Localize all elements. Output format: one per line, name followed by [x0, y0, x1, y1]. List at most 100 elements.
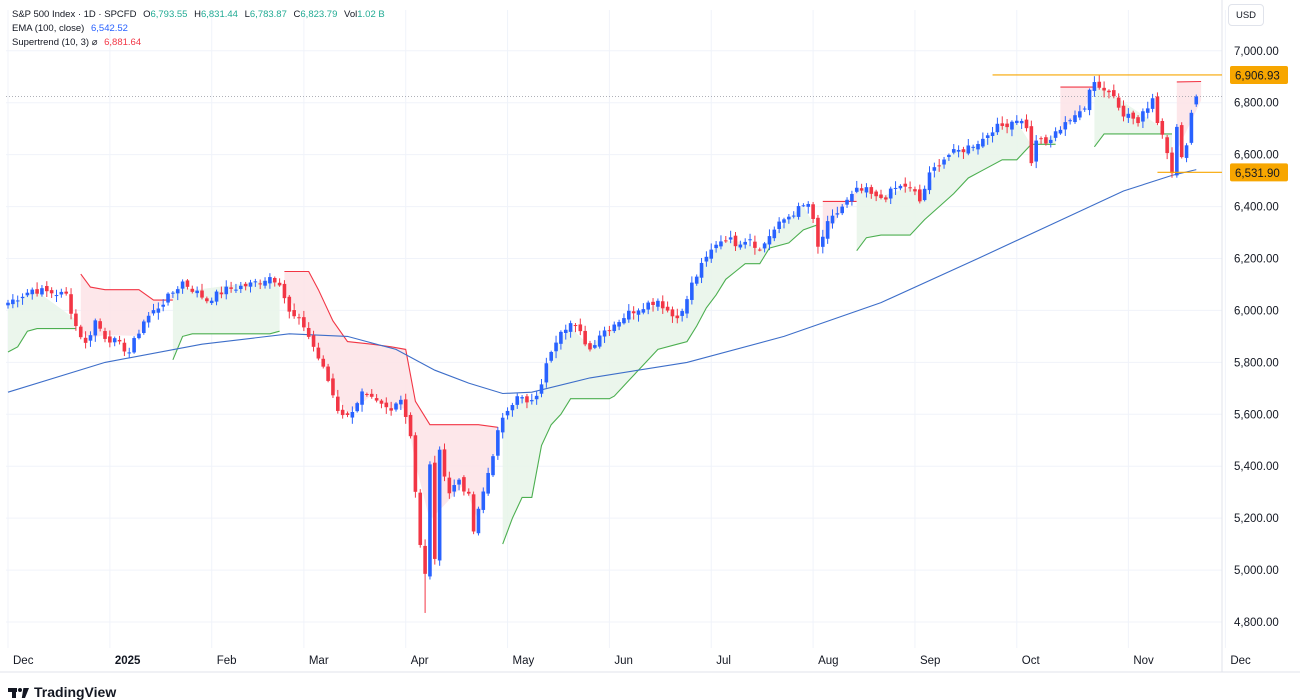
candle [869, 184, 874, 199]
candle-body [78, 326, 83, 338]
currency-button[interactable]: USD [1228, 4, 1264, 26]
candle-body [743, 241, 747, 245]
candle [331, 373, 335, 399]
candle [74, 309, 78, 331]
supertrend-fill-up [8, 291, 76, 352]
candle-body [888, 188, 893, 199]
candle [549, 350, 553, 363]
candle-body [869, 187, 874, 194]
candle-body [20, 296, 25, 299]
candle [365, 392, 369, 397]
candle [496, 427, 500, 460]
ema-row[interactable]: EMA (100, close) 6,542.52 [12, 22, 385, 36]
candle-body [1078, 111, 1082, 118]
candle-body [1175, 126, 1179, 176]
high-key: H [194, 9, 201, 20]
supertrend-line-down [284, 270, 498, 428]
candle-body [413, 435, 418, 492]
candle-body [1170, 152, 1174, 174]
candle [636, 308, 641, 322]
candle-body [1155, 96, 1160, 124]
candle-body [321, 358, 326, 367]
candle-body [93, 320, 98, 336]
candle [530, 393, 534, 405]
ema-value: 6,542.52 [90, 23, 128, 34]
candle [161, 299, 165, 312]
candle-body [913, 189, 917, 192]
brand-name: TradingView [34, 684, 117, 700]
candle-body [268, 277, 272, 284]
tradingview-brand[interactable]: TradingView [8, 684, 116, 700]
candle [137, 329, 141, 340]
candle-body [49, 290, 54, 294]
candle-body [476, 508, 481, 534]
candle-body [389, 408, 393, 411]
candle-body [685, 299, 689, 314]
candle [171, 291, 175, 298]
candle [893, 181, 898, 195]
candle [1141, 108, 1145, 129]
candle-body [680, 311, 684, 316]
candle [239, 281, 243, 293]
candle-body [180, 281, 185, 289]
candle-body [326, 366, 330, 381]
time-tick-label: Jul [716, 655, 731, 667]
candle [243, 281, 248, 291]
candle [292, 303, 296, 319]
candle [1063, 116, 1068, 136]
candle-body [772, 229, 777, 239]
candle-body [345, 413, 350, 416]
candle [1024, 114, 1029, 132]
candle [1136, 115, 1140, 127]
candle [457, 478, 461, 491]
candle [859, 183, 864, 194]
volume-value: 1.02 B [357, 9, 385, 20]
candle [20, 293, 25, 305]
candle [690, 276, 694, 305]
candle-body [850, 193, 854, 202]
candle [15, 295, 20, 308]
candle [602, 326, 607, 343]
ema-label: EMA (100, close) [12, 23, 85, 34]
candle-body [690, 282, 694, 300]
candle-body [796, 206, 801, 217]
candle-body [132, 338, 136, 353]
candle-body [985, 135, 990, 138]
candle-body [30, 289, 35, 295]
candle-body [733, 235, 738, 247]
candle-body [636, 310, 641, 315]
candle [379, 399, 384, 409]
candle [956, 145, 961, 158]
candle-body [239, 285, 243, 290]
supertrend-value: 6,881.64 [104, 37, 142, 48]
candle-body [1024, 119, 1029, 129]
time-tick-label: Dec [13, 655, 34, 667]
candle-body [442, 449, 447, 477]
candle-body [719, 241, 723, 247]
supertrend-line-up [1093, 133, 1172, 148]
candle-body [302, 317, 306, 328]
candles [6, 74, 1199, 613]
candle-body [1048, 139, 1053, 144]
candle-body [903, 183, 908, 187]
candle-body [161, 304, 165, 307]
candle-body [651, 301, 655, 306]
candle [253, 278, 258, 287]
candle-body [821, 236, 825, 247]
supertrend-row[interactable]: Supertrend (10, 3) ⌀ 6,881.64 [12, 36, 385, 50]
candle [1029, 120, 1034, 166]
candle [268, 273, 272, 289]
price-tick-label: 5,600.00 [1234, 409, 1279, 421]
candle-body [98, 321, 102, 329]
candle [743, 238, 747, 249]
candle-body [1010, 121, 1014, 130]
candle [93, 318, 98, 342]
candle [850, 190, 854, 206]
level-price-tag-label: 6,906.93 [1235, 70, 1280, 82]
candle [1145, 101, 1150, 119]
candle-body [481, 491, 486, 510]
symbol-label[interactable]: S&P 500 Index · 1D · SPCFD [12, 9, 137, 20]
volume-key: Vol [344, 9, 358, 20]
candle [117, 335, 122, 345]
